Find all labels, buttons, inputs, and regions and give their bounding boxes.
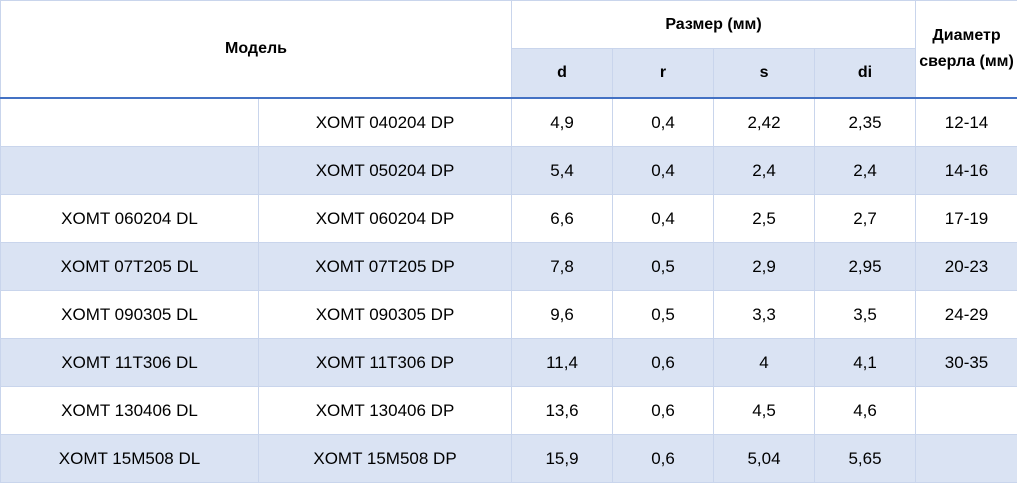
cell-d: 6,6 [511, 194, 614, 243]
header-size: Размер (мм) [511, 0, 917, 49]
header-sub: s [713, 48, 816, 99]
cell-r: 0,6 [612, 386, 715, 435]
cell-r: 0,4 [612, 146, 715, 195]
row: XOMT 040204 DP 4,9 0,4 2,42 2,35 12-14 [0, 97, 1017, 147]
cell-di: 2,35 [814, 97, 917, 147]
cell-model-dp: XOMT 130406 DP [257, 386, 513, 435]
cell-s: 2,4 [713, 146, 816, 195]
cell-drill: 14-16 [915, 146, 1017, 195]
cell-di: 3,5 [814, 290, 917, 339]
cell-empty [0, 97, 259, 147]
cell-model-dp: XOMT 040204 DP [257, 97, 513, 147]
cell-model-dp: XOMT 050204 DP [257, 146, 513, 195]
row: XOMT 11T306 DL XOMT 11T306 DP 11,4 0,6 4 4,1 3… [0, 338, 1017, 387]
row: XOMT 15M508 DL XOMT 15M508 DP 15,9 0,6 5,04 5… [0, 434, 1017, 483]
cell-drill: 30-35 [915, 338, 1017, 387]
cell-model-dl: XOMT 07T205 DL [0, 242, 259, 291]
cell-drill: 24-29 [915, 290, 1017, 339]
header-sub: di [814, 48, 917, 99]
row: XOMT 090305 DL XOMT 090305 DP 9,6 0,5 3,3 3,5… [0, 290, 1017, 339]
cell-model-dl: XOMT 060204 DL [0, 194, 259, 243]
cell-drill: 17-19 [915, 194, 1017, 243]
cell-d: 13,6 [511, 386, 614, 435]
cell-di: 4,6 [814, 386, 917, 435]
cell-r: 0,4 [612, 97, 715, 147]
cell-d: 5,4 [511, 146, 614, 195]
cell-r: 0,6 [612, 434, 715, 483]
cell-empty [915, 434, 1017, 483]
cell-d: 4,9 [511, 97, 614, 147]
cell-drill: 20-23 [915, 242, 1017, 291]
cell-s: 4,5 [713, 386, 816, 435]
header-drill: Диаметр сверла (мм) [915, 0, 1017, 99]
cell-model-dp: XOMT 060204 DP [257, 194, 513, 243]
cell-r: 0,6 [612, 338, 715, 387]
cell-drill: 12-14 [915, 97, 1017, 147]
row: XOMT 07T205 DL XOMT 07T205 DP 7,8 0,5 2,9 2,9… [0, 242, 1017, 291]
cell-s: 2,42 [713, 97, 816, 147]
cell-model-dl: XOMT 130406 DL [0, 386, 259, 435]
cell-empty [915, 386, 1017, 435]
cell-model-dl: XOMT 11T306 DL [0, 338, 259, 387]
cell-r: 0,5 [612, 242, 715, 291]
row: XOMT 050204 DP 5,4 0,4 2,4 2,4 14-16 [0, 146, 1017, 195]
cell-model-dl: XOMT 090305 DL [0, 290, 259, 339]
cell-r: 0,5 [612, 290, 715, 339]
cell-s: 4 [713, 338, 816, 387]
cell-model-dp: XOMT 07T205 DP [257, 242, 513, 291]
cell-s: 3,3 [713, 290, 816, 339]
row: XOMT 130406 DL XOMT 130406 DP 13,6 0,6 4,5 4,… [0, 386, 1017, 435]
cell-empty [0, 146, 259, 195]
cell-s: 2,5 [713, 194, 816, 243]
row: XOMT 060204 DL XOMT 060204 DP 6,6 0,4 2,5 2,7… [0, 194, 1017, 243]
cell-d: 15,9 [511, 434, 614, 483]
cell-s: 5,04 [713, 434, 816, 483]
cell-model-dp: XOMT 11T306 DP [257, 338, 513, 387]
cell-di: 5,65 [814, 434, 917, 483]
cell-di: 2,7 [814, 194, 917, 243]
cell-di: 2,4 [814, 146, 917, 195]
header-model: Модель [0, 0, 513, 99]
cell-di: 2,95 [814, 242, 917, 291]
cell-s: 2,9 [713, 242, 816, 291]
cell-d: 11,4 [511, 338, 614, 387]
cell-di: 4,1 [814, 338, 917, 387]
cell-d: 9,6 [511, 290, 614, 339]
header-sub: r [612, 48, 715, 99]
cell-model-dp: XOMT 090305 DP [257, 290, 513, 339]
header-sub: d [511, 48, 614, 99]
cell-model-dp: XOMT 15M508 DP [257, 434, 513, 483]
cell-model-dl: XOMT 15M508 DL [0, 434, 259, 483]
cell-r: 0,4 [612, 194, 715, 243]
cell-d: 7,8 [511, 242, 614, 291]
